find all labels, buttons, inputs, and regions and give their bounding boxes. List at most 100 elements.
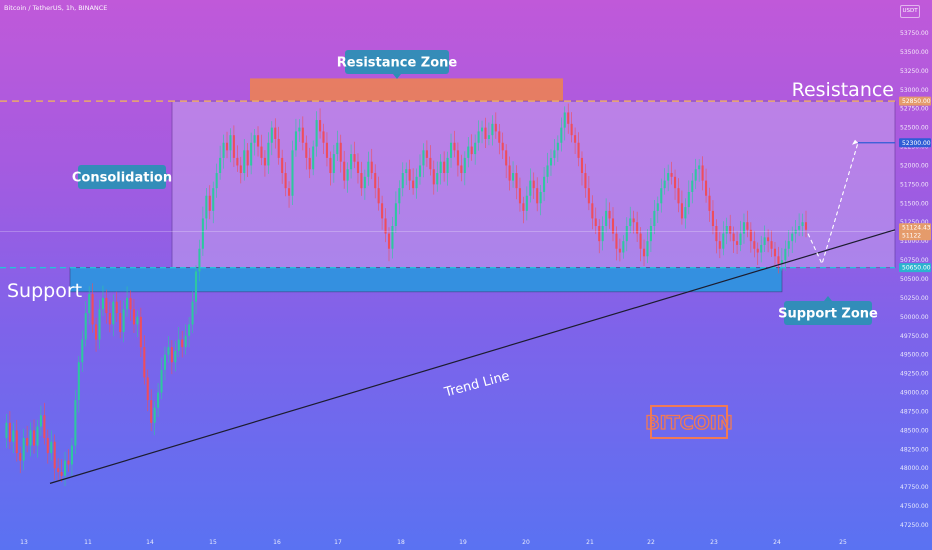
candle-body xyxy=(336,142,339,155)
candle-body xyxy=(670,173,673,177)
candle-body xyxy=(329,157,332,174)
x-tick-label: 24 xyxy=(773,539,781,546)
candle-body xyxy=(53,441,56,469)
candle-body xyxy=(160,369,163,393)
candle-body xyxy=(484,127,487,139)
candle-body xyxy=(91,294,94,325)
y-tick-label: 51250.00 xyxy=(900,219,929,226)
candle-body xyxy=(267,142,270,166)
candle-body xyxy=(229,135,232,151)
candle-body xyxy=(132,309,135,325)
candle-body xyxy=(339,142,342,162)
support-zone-callout-pointer xyxy=(824,296,832,301)
candle-body xyxy=(777,256,780,264)
x-tick-label: 13 xyxy=(20,539,28,546)
candle-body xyxy=(222,142,225,158)
candle-body xyxy=(660,188,663,204)
y-tick-label: 53500.00 xyxy=(900,49,929,56)
candle-body xyxy=(553,150,556,158)
candle-body xyxy=(508,165,511,181)
candle-body xyxy=(632,218,635,223)
candle-body xyxy=(232,135,235,158)
y-tick-label: 53750.00 xyxy=(900,30,929,37)
candle-body xyxy=(773,248,777,257)
candle-body xyxy=(636,222,639,234)
candle-body xyxy=(639,233,642,249)
candle-body xyxy=(191,301,194,325)
candle-body xyxy=(405,169,408,174)
price-tag xyxy=(899,263,931,273)
candle-body xyxy=(277,138,280,158)
candle-body xyxy=(98,309,101,340)
x-tick-label: 11 xyxy=(84,539,92,546)
symbol-header[interactable]: Bitcoin / TetherUS, 1h, BINANCE xyxy=(4,4,108,12)
candle-body xyxy=(246,150,249,166)
price-tag-label: 52850.00 xyxy=(902,98,931,105)
x-tick-label: 17 xyxy=(334,539,342,546)
candle-body xyxy=(8,422,11,442)
resistance-zone-box xyxy=(250,78,563,102)
y-tick-label: 48250.00 xyxy=(900,446,929,453)
candle-body xyxy=(663,180,666,189)
candle-body xyxy=(446,157,449,174)
candle-body xyxy=(742,222,745,234)
candle-body xyxy=(784,248,787,261)
x-tick-label: 15 xyxy=(209,539,217,546)
candle-body xyxy=(105,297,108,314)
x-tick-label: 20 xyxy=(522,539,530,546)
candle-body xyxy=(605,210,608,227)
candle-body xyxy=(598,226,601,242)
candle-body xyxy=(646,241,649,257)
y-tick-label: 49750.00 xyxy=(900,333,929,340)
candle-body xyxy=(363,176,366,189)
candle-body xyxy=(239,165,242,174)
candle-body xyxy=(567,112,570,124)
candle-body xyxy=(319,120,322,132)
y-tick-label: 47500.00 xyxy=(900,503,929,510)
y-tick-label: 49500.00 xyxy=(900,352,929,359)
price-tag-label: 51122 xyxy=(902,233,921,240)
y-tick-label: 48500.00 xyxy=(900,427,929,434)
candle-body xyxy=(101,297,104,310)
candle-body xyxy=(394,203,397,227)
resistance-text: Resistance xyxy=(792,79,894,101)
candle-body xyxy=(422,150,425,166)
candle-body xyxy=(667,173,670,181)
candle-body xyxy=(308,157,311,170)
candle-body xyxy=(487,135,490,139)
candle-body xyxy=(804,222,808,230)
candle-body xyxy=(215,173,218,189)
candle-body xyxy=(22,437,25,461)
price-tag xyxy=(899,223,931,233)
currency-badge[interactable]: USDT xyxy=(900,5,920,18)
candle-body xyxy=(432,169,435,185)
y-tick-label: 48750.00 xyxy=(900,408,929,415)
candle-body xyxy=(236,157,239,166)
candle-body xyxy=(481,127,484,132)
candle-body xyxy=(367,161,370,177)
candle-body xyxy=(753,241,756,249)
candle-body xyxy=(591,203,594,219)
candle-body xyxy=(653,210,656,227)
candle-body xyxy=(353,154,356,162)
candle-body xyxy=(243,150,246,174)
candle-body xyxy=(760,244,763,253)
price-tag-label: 50650.00 xyxy=(902,265,931,272)
candle-body xyxy=(436,173,439,185)
candle-body xyxy=(126,297,129,310)
x-tick-label: 21 xyxy=(586,539,594,546)
candle-body xyxy=(57,468,60,473)
support-zone-box xyxy=(69,267,783,293)
y-tick-label: 52000.00 xyxy=(900,162,929,169)
candle-body xyxy=(429,157,432,170)
candle-body xyxy=(67,460,70,465)
x-tick-label: 23 xyxy=(710,539,718,546)
candle-body xyxy=(184,335,187,348)
candle-body xyxy=(577,142,580,158)
candle-body xyxy=(374,173,377,189)
candle-body xyxy=(570,123,573,136)
candle-body xyxy=(718,241,721,249)
candle-body xyxy=(298,127,301,132)
candle-body xyxy=(181,339,184,348)
candle-body xyxy=(119,313,122,332)
